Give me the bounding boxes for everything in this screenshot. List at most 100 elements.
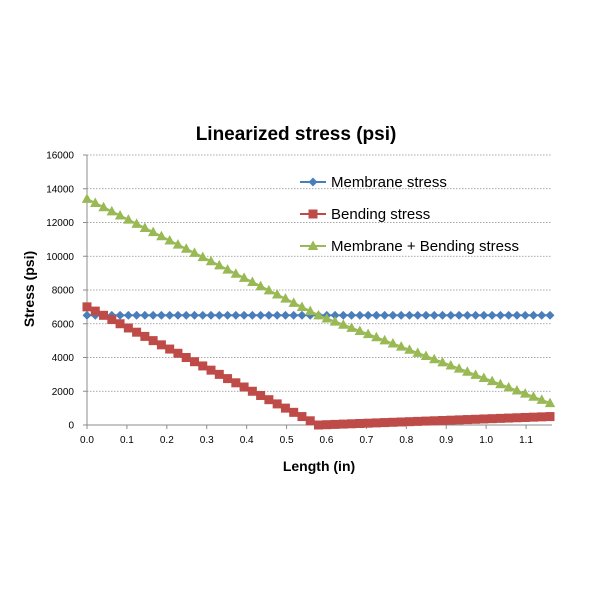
data-point bbox=[495, 413, 505, 423]
data-point bbox=[239, 310, 249, 320]
data-point bbox=[223, 374, 233, 384]
data-point bbox=[214, 259, 225, 270]
legend-marker bbox=[308, 177, 318, 187]
x-tick-label: 1.0 bbox=[479, 435, 493, 446]
data-point bbox=[280, 293, 291, 303]
data-point bbox=[512, 310, 522, 320]
data-point bbox=[99, 310, 109, 320]
data-point bbox=[280, 310, 290, 320]
data-point bbox=[114, 210, 126, 220]
data-point bbox=[387, 338, 399, 348]
data-point bbox=[115, 319, 125, 329]
y-tick-label: 8000 bbox=[52, 286, 75, 297]
data-point bbox=[429, 416, 439, 426]
data-point bbox=[438, 415, 448, 425]
data-point bbox=[82, 310, 92, 320]
data-point bbox=[512, 413, 522, 423]
data-point bbox=[172, 239, 184, 249]
y-axis-title: Stress (psi) bbox=[21, 251, 37, 327]
series-3 bbox=[81, 193, 556, 408]
data-point bbox=[231, 310, 241, 320]
grid bbox=[87, 154, 552, 392]
data-point bbox=[421, 416, 431, 426]
data-point bbox=[371, 418, 381, 428]
data-point bbox=[355, 418, 365, 428]
data-point bbox=[90, 306, 100, 316]
data-point bbox=[205, 255, 217, 266]
data-point bbox=[264, 395, 274, 405]
data-point bbox=[487, 414, 497, 424]
data-point bbox=[223, 310, 233, 320]
data-point bbox=[479, 310, 489, 320]
data-point bbox=[289, 310, 299, 320]
x-tick-label: 0.8 bbox=[399, 435, 413, 446]
data-point bbox=[478, 372, 490, 382]
x-tick-label: 1.1 bbox=[519, 435, 533, 446]
data-point bbox=[471, 414, 481, 424]
data-point bbox=[363, 418, 373, 428]
x-tick-label: 0.0 bbox=[80, 435, 94, 446]
x-tick-labels: 0.0 0.1 0.2 0.3 0.4 0.5 0.6 0.7 0.8 0.9 1.0 1.1 bbox=[80, 435, 533, 446]
data-point bbox=[140, 331, 150, 341]
data-point bbox=[280, 403, 290, 413]
data-point bbox=[147, 226, 159, 237]
data-point bbox=[396, 417, 406, 427]
data-point bbox=[181, 243, 192, 253]
data-point bbox=[123, 214, 134, 224]
data-point bbox=[504, 310, 514, 320]
data-point bbox=[189, 357, 199, 367]
data-point bbox=[346, 322, 357, 332]
data-point bbox=[537, 310, 547, 320]
data-point bbox=[470, 369, 481, 379]
y-tick-label: 16000 bbox=[46, 151, 74, 162]
data-point bbox=[330, 419, 340, 429]
data-point bbox=[429, 353, 440, 364]
x-tick-label: 0.1 bbox=[120, 435, 134, 446]
data-point bbox=[429, 310, 439, 320]
y-tick-label: 4000 bbox=[52, 353, 75, 364]
data-point bbox=[139, 222, 151, 232]
data-point bbox=[123, 323, 133, 333]
data-point bbox=[231, 378, 241, 388]
data-point bbox=[288, 297, 299, 307]
y-tick-label: 2000 bbox=[52, 387, 75, 398]
data-point bbox=[123, 310, 133, 320]
data-point bbox=[321, 312, 332, 323]
data-point bbox=[272, 310, 282, 320]
data-point bbox=[82, 302, 92, 312]
data-point bbox=[247, 276, 258, 287]
data-point bbox=[115, 310, 125, 320]
legend-label: Membrane + Bending stress bbox=[331, 238, 519, 255]
data-point bbox=[520, 310, 530, 320]
data-point bbox=[404, 344, 415, 354]
data-point bbox=[371, 331, 382, 342]
data-point bbox=[395, 341, 407, 351]
data-point bbox=[528, 391, 539, 401]
legend-marker bbox=[308, 209, 318, 219]
data-point bbox=[413, 416, 423, 426]
data-point bbox=[404, 310, 415, 320]
data-point bbox=[454, 415, 464, 425]
data-point bbox=[445, 359, 456, 370]
data-point bbox=[271, 289, 283, 299]
data-point bbox=[503, 381, 514, 392]
data-point bbox=[471, 310, 481, 320]
data-point bbox=[362, 328, 374, 339]
data-point bbox=[189, 310, 200, 320]
data-point bbox=[131, 218, 142, 228]
data-point bbox=[98, 201, 109, 212]
data-point bbox=[107, 315, 117, 325]
data-point bbox=[197, 251, 208, 262]
data-point bbox=[338, 310, 348, 320]
data-point bbox=[454, 310, 464, 320]
x-tick-label: 0.4 bbox=[240, 435, 254, 446]
data-point bbox=[106, 205, 118, 216]
data-point bbox=[520, 412, 530, 422]
x-tick-label: 0.9 bbox=[439, 435, 453, 446]
data-point bbox=[165, 310, 175, 320]
series-2 bbox=[82, 302, 555, 430]
data-point bbox=[462, 310, 472, 320]
data-point bbox=[462, 366, 473, 376]
data-point bbox=[156, 230, 167, 241]
data-point bbox=[256, 310, 266, 320]
